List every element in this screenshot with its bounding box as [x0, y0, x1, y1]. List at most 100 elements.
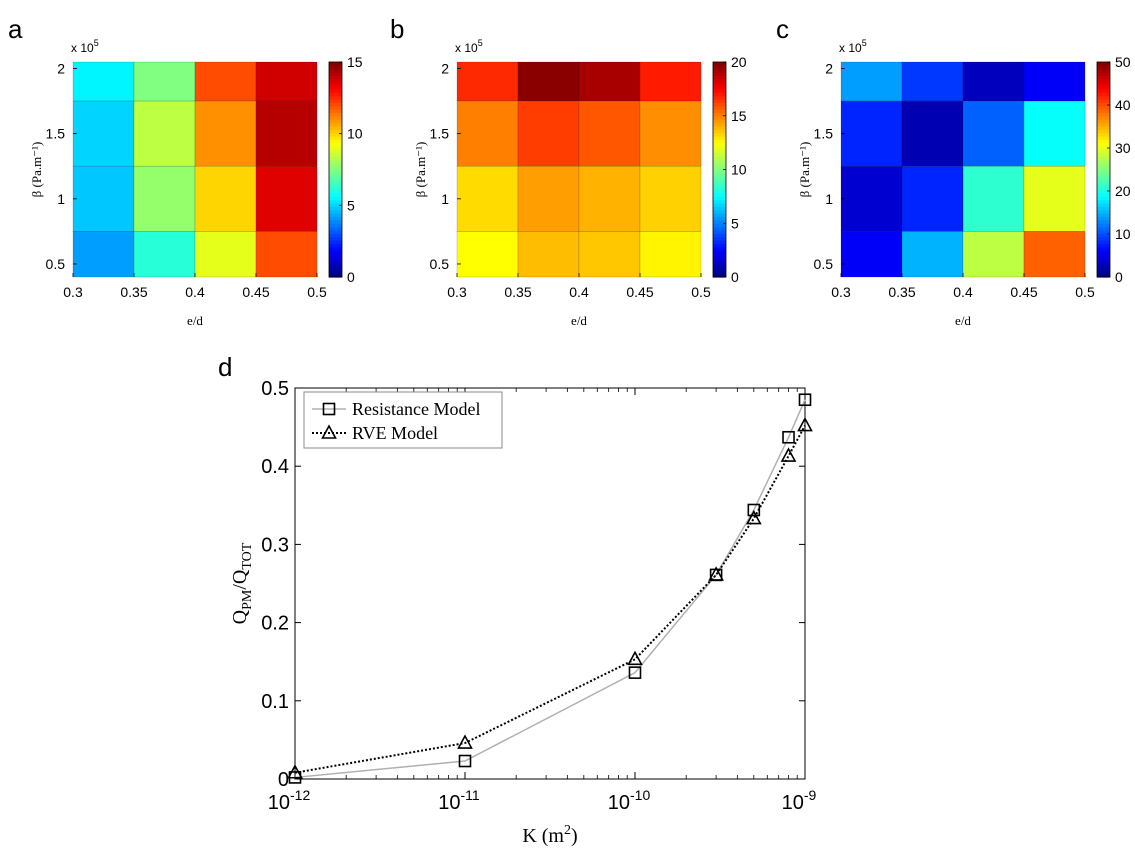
- colorbar-segment: [329, 145, 342, 150]
- data-point-square: [782, 430, 795, 444]
- colorbar-segment: [713, 152, 726, 157]
- colorbar-segment: [713, 119, 726, 124]
- colorbar-segment: [329, 139, 342, 144]
- colorbar-segment: [713, 193, 726, 197]
- colorbar-segment: [329, 82, 342, 87]
- colorbar-segment: [1097, 129, 1110, 134]
- colorbar-segment: [1097, 182, 1110, 187]
- colorbar-segment: [329, 216, 342, 221]
- colorbar-segment: [329, 102, 342, 107]
- colorbar-segment: [713, 270, 726, 275]
- colorbar-segment: [713, 125, 726, 130]
- colorbar-segment: [1097, 122, 1110, 127]
- colorbar-segment: [713, 78, 726, 83]
- colorbar-tick-label: 0: [731, 269, 739, 285]
- colorbar-segment: [329, 250, 342, 255]
- colorbar-segment: [1097, 68, 1110, 73]
- colorbar-frame: [328, 61, 343, 278]
- colorbar-segment: [713, 209, 726, 214]
- colorbar-segment: [713, 156, 726, 161]
- colorbar-segment: [329, 189, 342, 194]
- colorbar-segment: [329, 98, 342, 103]
- colorbar-segment: [1097, 172, 1110, 177]
- colorbar-segment: [713, 169, 726, 174]
- y-tick-label: 0.4: [261, 456, 289, 478]
- colorbar-segment: [329, 72, 342, 77]
- y-tick-label: 1.5: [46, 126, 66, 142]
- colorbar-segment: [713, 135, 726, 140]
- y-axis-label-sub1: PM: [240, 589, 255, 610]
- heatmap-cell: [194, 61, 257, 102]
- colorbar-segment: [1097, 88, 1110, 93]
- colorbar-segment: [713, 256, 726, 261]
- heatmap-cell: [840, 61, 903, 102]
- x-axis-label-end: ): [571, 825, 578, 847]
- data-point-triangle: [745, 509, 762, 525]
- colorbar-tick-label: 0: [347, 269, 355, 285]
- x-axis-label: K (m2): [522, 823, 577, 847]
- heatmap-cell: [901, 231, 964, 278]
- colorbar-tick-label: 15: [347, 54, 363, 70]
- colorbar-tick-label: 10: [1115, 226, 1131, 242]
- colorbar-segment: [329, 119, 342, 124]
- colorbar-segment: [329, 85, 342, 90]
- y-tick-label: 0.2: [261, 613, 289, 635]
- colorbar-segment: [1097, 273, 1110, 278]
- x-tick-label: 0.4: [185, 284, 205, 300]
- colorbar-segment: [329, 203, 342, 208]
- colorbar-segment: [713, 189, 726, 194]
- colorbar-segment: [1097, 132, 1110, 137]
- colorbar-segment: [1097, 256, 1110, 261]
- colorbar-segment: [329, 236, 342, 241]
- panel-label-c: c: [776, 14, 789, 44]
- x-tick-exponent: -12: [290, 787, 310, 803]
- x-tick-label: 0.5: [307, 284, 327, 300]
- colorbar-segment: [713, 139, 726, 144]
- colorbar-segment: [713, 236, 726, 241]
- heatmap-cell: [578, 100, 641, 167]
- colorbar-segment: [329, 226, 342, 231]
- colorbar-segment: [1097, 240, 1110, 245]
- data-point-triangle: [797, 416, 813, 432]
- y-tick-label: 0: [278, 769, 289, 791]
- colorbar-segment: [329, 78, 342, 83]
- data-point-triangle: [287, 764, 303, 779]
- colorbar-segment: [329, 152, 342, 157]
- y-tick-label: 0.5: [46, 256, 66, 272]
- y-tick-label: 0.5: [261, 378, 289, 400]
- heatmap-cell: [72, 100, 135, 167]
- colorbar-segment: [713, 246, 726, 251]
- x-tick-label: 0.45: [242, 284, 269, 300]
- colorbar-segment: [713, 162, 726, 167]
- colorbar-segment: [1097, 186, 1110, 191]
- colorbar-segment: [1097, 72, 1110, 77]
- colorbar-segment: [713, 226, 726, 231]
- colorbar-segment: [329, 156, 342, 161]
- colorbar-segment: [1097, 219, 1110, 224]
- colorbar-segment: [713, 68, 726, 73]
- colorbar-segment: [329, 135, 342, 140]
- colorbar-segment: [713, 65, 726, 70]
- colorbar-segment: [329, 246, 342, 251]
- colorbar-segment: [1097, 233, 1110, 238]
- colorbar-segment: [329, 92, 342, 97]
- heatmap-cell: [962, 165, 1025, 232]
- y-tick-label: 1.5: [430, 126, 450, 142]
- y-tick-label: 1: [57, 191, 65, 207]
- y-tick-label: 2: [825, 61, 833, 77]
- colorbar-tick-label: 15: [731, 108, 747, 124]
- legend-box: [303, 391, 503, 449]
- colorbar-segment: [1097, 119, 1110, 124]
- heatmap-cell: [255, 231, 318, 278]
- colorbar-segment: [1097, 162, 1110, 167]
- colorbar-segment: [713, 263, 726, 268]
- panel-label-a: a: [8, 14, 23, 44]
- colorbar-segment: [329, 209, 342, 214]
- colorbar-segment: [713, 109, 726, 113]
- colorbar-segment: [713, 159, 726, 164]
- colorbar-segment: [713, 85, 726, 90]
- y-tick-label: 0.1: [261, 691, 289, 713]
- colorbar-segment: [713, 72, 726, 77]
- colorbar-segment: [713, 273, 726, 278]
